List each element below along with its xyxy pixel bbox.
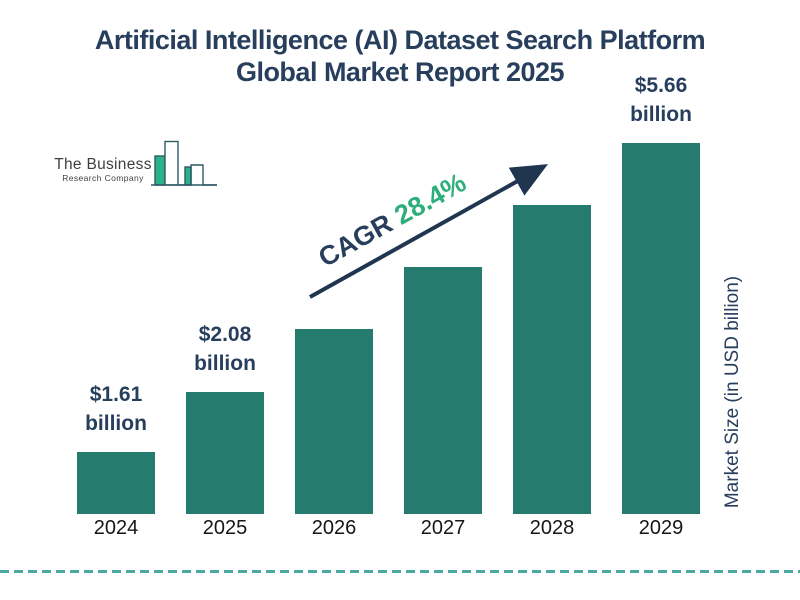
- bar-value-unit: billion: [630, 103, 692, 126]
- x-axis-label-2026: 2026: [311, 517, 357, 539]
- bar-2028: [513, 205, 591, 514]
- bar-value-amount: $1.61: [89, 383, 143, 406]
- bar-value-unit: billion: [85, 412, 147, 435]
- company-logo: The Business Research Company: [45, 138, 223, 190]
- bar-value-amount: $5.66: [634, 74, 688, 97]
- bottom-divider-line: [0, 570, 800, 573]
- logo-subname: Research Company: [62, 173, 144, 183]
- title-line-2: Global Market Report 2025: [235, 57, 565, 87]
- bar-2025: [186, 392, 264, 514]
- bar-2024: [77, 452, 155, 514]
- x-axis-label-2024: 2024: [93, 517, 139, 539]
- x-axis-label-2029: 2029: [638, 517, 684, 539]
- logo-skyline-icon: [151, 140, 217, 186]
- logo-text: The Business Research Company: [53, 156, 153, 184]
- x-axis-label-2028: 2028: [529, 517, 575, 539]
- bar-value-unit: billion: [194, 352, 256, 375]
- bar-value-label-2025: $2.08 billion: [125, 320, 325, 378]
- x-axis-label-2027: 2027: [420, 517, 466, 539]
- bar-2029: [622, 143, 700, 514]
- bar-2027: [404, 267, 482, 514]
- x-axis-label-2025: 2025: [202, 517, 248, 539]
- logo-name: The Business: [54, 156, 152, 173]
- cagr-value: 28.4%: [389, 167, 472, 231]
- title-line-1: Artificial Intelligence (AI) Dataset Sea…: [94, 25, 706, 55]
- bar-value-label-2024: $1.61 billion: [16, 380, 216, 438]
- page-title: Artificial Intelligence (AI) Dataset Sea…: [0, 24, 800, 88]
- bar-value-label-2029: $5.66 billion: [561, 71, 761, 129]
- bar-2026: [295, 329, 373, 514]
- y-axis-label: Market Size (in USD billion): [722, 275, 743, 509]
- cagr-label: CAGR: [313, 208, 398, 273]
- bar-value-amount: $2.08: [198, 323, 252, 346]
